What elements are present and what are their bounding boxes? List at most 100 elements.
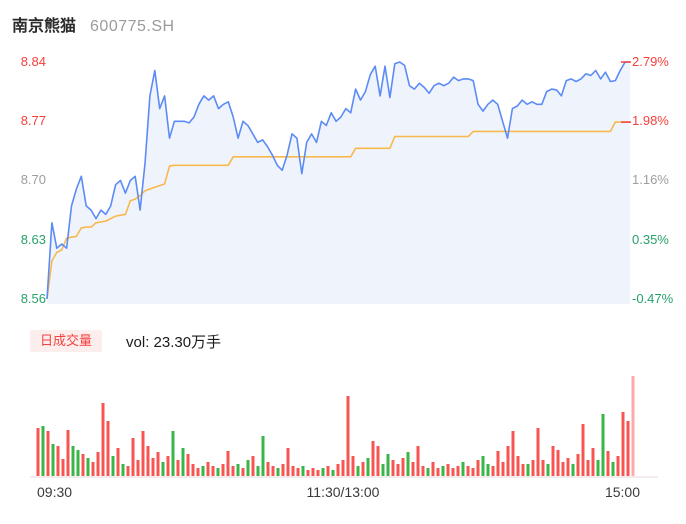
volume-bar (281, 464, 285, 476)
volume-bar (171, 431, 175, 476)
volume-bar (61, 459, 65, 476)
volume-bar (271, 466, 275, 476)
volume-bar (316, 470, 320, 476)
volume-bar (596, 460, 600, 476)
price-axis-label: 8.84 (20, 54, 46, 69)
volume-bar (471, 468, 475, 476)
volume-bar (611, 462, 615, 476)
volume-bar (456, 466, 460, 476)
volume-bar (566, 458, 570, 476)
volume-bar (431, 462, 435, 476)
volume-bar (111, 456, 115, 476)
volume-bar (86, 458, 90, 476)
volume-bar (371, 441, 375, 476)
volume-bar (301, 466, 305, 476)
volume-bar (311, 468, 315, 476)
volume-bar (526, 464, 530, 476)
price-area-fill (47, 62, 630, 304)
volume-bar (426, 468, 430, 476)
volume-bar (136, 460, 140, 476)
volume-bar (291, 466, 295, 476)
volume-bar (306, 470, 310, 476)
avg-price-line (46, 121, 630, 300)
volume-bar (601, 414, 605, 476)
volume-bar (76, 450, 80, 476)
volume-bar (106, 421, 110, 476)
volume-bar (631, 376, 635, 476)
volume-bar (261, 436, 265, 476)
volume-bar (626, 421, 630, 476)
volume-bar (286, 448, 290, 476)
volume-bar (161, 462, 165, 476)
volume-bar (181, 448, 185, 476)
volume-bar (581, 424, 585, 476)
volume-bar (386, 454, 390, 476)
volume-bar (126, 466, 130, 476)
volume-bar (221, 464, 225, 476)
volume-bar (206, 462, 210, 476)
volume-bar (441, 466, 445, 476)
volume-bar (516, 456, 520, 476)
volume-bar (476, 460, 480, 476)
volume-bar (156, 452, 160, 476)
volume-bar (131, 438, 135, 476)
volume-bar (226, 451, 230, 476)
percent-axis-label: 0.35% (632, 232, 669, 247)
price-line (46, 61, 630, 300)
volume-bar (41, 426, 45, 476)
volume-bar (406, 452, 410, 476)
percent-axis-label: -0.47% (632, 291, 674, 306)
volume-bar (621, 412, 625, 476)
volume-bar (116, 448, 120, 476)
volume-bar (236, 464, 240, 476)
volume-bar (361, 462, 365, 476)
volume-bar (191, 464, 195, 476)
time-label-close: 15:00 (604, 484, 640, 500)
volume-legend-badge: 日成交量 (30, 330, 103, 352)
volume-bar (571, 464, 575, 476)
volume-bar (416, 446, 420, 476)
volume-bar (46, 431, 50, 476)
volume-bar (201, 466, 205, 476)
volume-bar (411, 462, 415, 476)
volume-bar (336, 464, 340, 476)
percent-axis-label: 1.98% (632, 113, 669, 128)
volume-bar (396, 464, 400, 476)
volume-bar (376, 446, 380, 476)
volume-bar (391, 460, 395, 476)
volume-bar (216, 468, 220, 476)
chart-header: 南京熊猫 600775.SH (12, 12, 175, 36)
volume-bar (481, 456, 485, 476)
volume-bar (496, 451, 500, 476)
volume-bar (586, 460, 590, 476)
volume-bar (36, 428, 40, 476)
volume-bar (141, 431, 145, 476)
price-axis-label: 8.63 (20, 232, 46, 247)
volume-bar (556, 450, 560, 476)
volume-bar (71, 446, 75, 476)
volume-bar (366, 458, 370, 476)
volume-bar (576, 454, 580, 476)
price-axis-label: 8.70 (20, 172, 46, 187)
stock-name: 南京熊猫 (12, 18, 77, 35)
volume-bar (196, 468, 200, 476)
volume-bar (266, 462, 270, 476)
volume-bar (186, 454, 190, 476)
percent-axis-label: 2.79% (632, 54, 669, 69)
volume-bar (276, 468, 280, 476)
volume-bar (231, 466, 235, 476)
volume-bar (591, 448, 595, 476)
volume-bar (256, 466, 260, 476)
volume-bar (151, 458, 155, 476)
volume-bar (616, 456, 620, 476)
volume-bar (536, 428, 540, 476)
volume-bar (436, 468, 440, 476)
volume-bar (91, 462, 95, 476)
volume-value: vol: 23.30万手 (126, 333, 222, 351)
volume-bar (326, 466, 330, 476)
volume-bar (121, 464, 125, 476)
volume-bar (176, 460, 180, 476)
volume-bar (511, 431, 515, 476)
volume-bar (381, 464, 385, 476)
